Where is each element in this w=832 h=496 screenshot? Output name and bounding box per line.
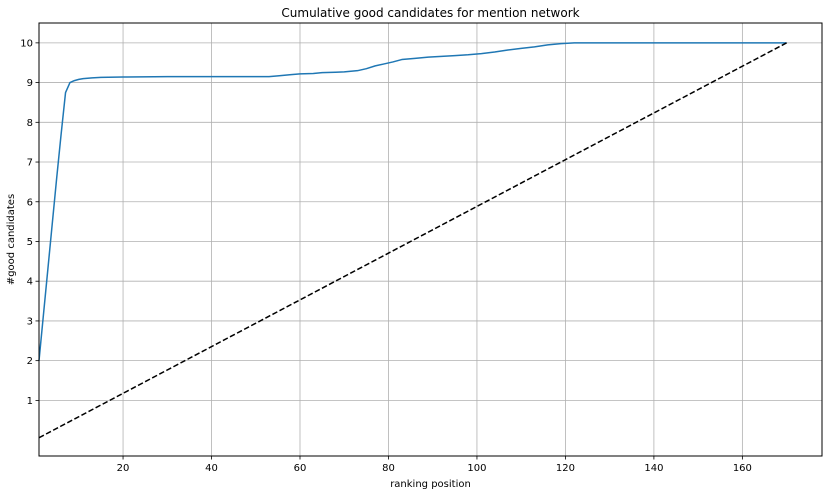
y-tick-label: 8	[27, 118, 33, 129]
plot-area	[39, 23, 822, 456]
grid	[39, 23, 822, 456]
series-layer	[38, 42, 787, 439]
y-tick-label: 5	[27, 237, 33, 248]
y-tick-label: 7	[27, 158, 33, 169]
x-tick-label: 100	[467, 463, 486, 474]
x-tick-label: 160	[733, 463, 752, 474]
reference-diagonal-line	[38, 42, 787, 439]
y-tick-label: 3	[27, 316, 33, 327]
y-axis-label: #good candidates	[6, 194, 17, 285]
y-tick-label: 10	[20, 38, 33, 49]
x-tick-label: 80	[382, 463, 395, 474]
y-axis-ticks: 1 2 3 4 5 6 7 8 9 10	[20, 38, 39, 407]
plot-frame	[38, 22, 823, 457]
y-tick-label: 9	[27, 78, 33, 89]
y-tick-label: 4	[27, 277, 33, 288]
y-tick-label: 6	[27, 197, 33, 208]
y-tick-label: 2	[27, 356, 33, 367]
x-tick-label: 40	[205, 463, 218, 474]
y-tick-label: 1	[27, 396, 33, 407]
x-tick-label: 140	[644, 463, 663, 474]
chart-title: Cumulative good candidates for mention n…	[281, 6, 579, 20]
x-axis-ticks: 20 40 60 80 100 120 140 160	[117, 456, 752, 474]
x-tick-label: 120	[556, 463, 575, 474]
x-tick-label: 60	[294, 463, 307, 474]
x-axis-label: ranking position	[390, 479, 471, 490]
cumulative-good-candidates-line	[38, 42, 787, 361]
x-tick-label: 20	[117, 463, 130, 474]
